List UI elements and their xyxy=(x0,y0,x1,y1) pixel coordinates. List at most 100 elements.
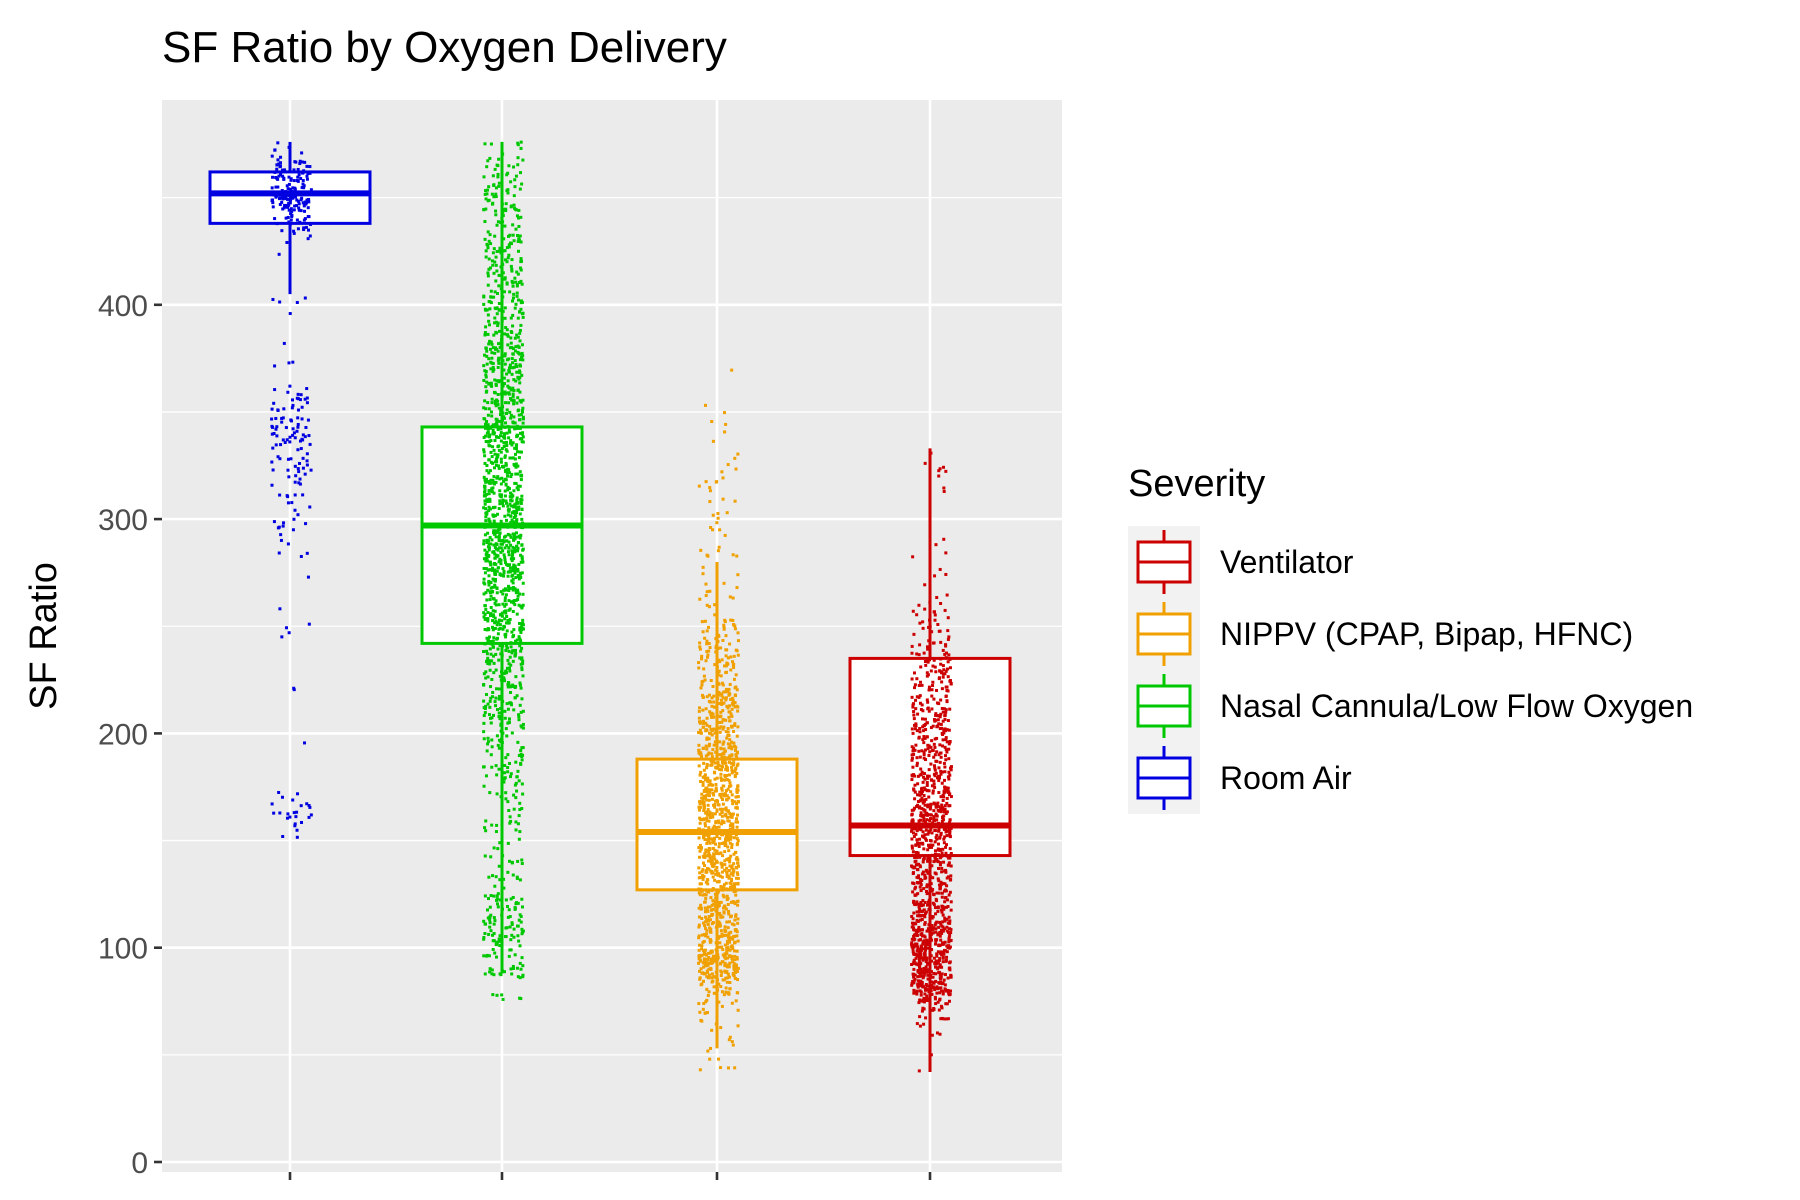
jitter-point xyxy=(731,885,735,889)
jitter-point xyxy=(493,466,497,470)
jitter-point xyxy=(515,506,519,510)
jitter-point xyxy=(518,644,522,648)
jitter-point xyxy=(715,880,719,884)
jitter-point xyxy=(272,811,276,815)
jitter-point xyxy=(945,834,949,838)
jitter-point xyxy=(947,653,951,657)
jitter-point xyxy=(704,721,708,725)
jitter-point xyxy=(511,394,515,398)
jitter-point xyxy=(708,589,712,593)
jitter-point xyxy=(519,412,523,416)
jitter-point xyxy=(482,577,486,581)
jitter-point xyxy=(918,881,922,885)
jitter-point xyxy=(722,627,726,631)
jitter-point xyxy=(944,729,948,733)
jitter-point xyxy=(514,828,518,832)
jitter-point xyxy=(292,168,296,172)
jitter-point xyxy=(485,349,489,353)
jitter-point xyxy=(484,325,488,329)
jitter-point xyxy=(705,932,709,936)
box xyxy=(208,170,372,225)
jitter-point xyxy=(501,504,505,508)
jitter-point xyxy=(701,695,705,699)
jitter-point xyxy=(707,847,711,851)
jitter-point xyxy=(927,795,931,799)
jitter-point xyxy=(495,894,499,898)
chart-title: SF Ratio by Oxygen Delivery xyxy=(162,23,727,72)
jitter-point xyxy=(926,856,930,860)
jitter-point xyxy=(707,973,711,977)
jitter-point xyxy=(513,185,517,189)
jitter-point xyxy=(910,941,914,945)
jitter-point xyxy=(925,870,929,874)
jitter-point xyxy=(517,507,521,511)
jitter-point xyxy=(482,765,486,769)
jitter-point xyxy=(938,998,942,1002)
jitter-point xyxy=(509,341,513,345)
jitter-point xyxy=(948,792,952,796)
jitter-point xyxy=(719,961,723,965)
jitter-point xyxy=(503,776,507,780)
jitter-point xyxy=(933,574,937,578)
jitter-point xyxy=(719,929,723,933)
jitter-point xyxy=(919,680,923,684)
jitter-point xyxy=(925,783,929,787)
jitter-point xyxy=(508,430,512,434)
jitter-point xyxy=(698,597,702,601)
jitter-point xyxy=(506,513,510,517)
box xyxy=(635,757,799,892)
jitter-point xyxy=(918,1015,922,1019)
jitter-point xyxy=(490,351,494,355)
jitter-point xyxy=(507,608,511,612)
jitter-point xyxy=(911,950,915,954)
jitter-point xyxy=(728,815,732,819)
jitter-point xyxy=(923,736,927,740)
jitter-point xyxy=(725,648,729,652)
jitter-point xyxy=(919,767,923,771)
jitter-point xyxy=(935,962,939,966)
jitter-point xyxy=(931,789,935,793)
jitter-point xyxy=(703,619,707,623)
jitter-point xyxy=(915,652,919,656)
jitter-point xyxy=(271,297,275,301)
jitter-point xyxy=(275,163,279,167)
jitter-point xyxy=(944,758,948,762)
jitter-point xyxy=(488,499,492,503)
jitter-point xyxy=(308,805,312,809)
jitter-point xyxy=(488,921,492,925)
jitter-point xyxy=(506,379,510,383)
jitter-point xyxy=(721,948,725,952)
jitter-point xyxy=(720,788,724,792)
jitter-point xyxy=(947,893,951,897)
jitter-point xyxy=(517,505,521,509)
jitter-point xyxy=(488,967,492,971)
jitter-point xyxy=(495,734,499,738)
jitter-point xyxy=(697,846,701,850)
jitter-point xyxy=(932,903,936,907)
jitter-point xyxy=(492,614,496,618)
jitter-point xyxy=(700,917,704,921)
jitter-point xyxy=(920,797,924,801)
jitter-point xyxy=(308,234,312,238)
jitter-point xyxy=(511,609,515,613)
jitter-point xyxy=(721,727,725,731)
jitter-point xyxy=(704,953,708,957)
jitter-point xyxy=(509,897,513,901)
jitter-point xyxy=(483,604,487,608)
jitter-point xyxy=(733,964,737,968)
jitter-point xyxy=(707,967,711,971)
jitter-point xyxy=(947,937,951,941)
jitter-point xyxy=(486,611,490,615)
jitter-point xyxy=(292,517,296,521)
jitter-point xyxy=(506,532,510,536)
jitter-point xyxy=(483,142,487,146)
jitter-point xyxy=(517,939,521,943)
jitter-point xyxy=(934,897,938,901)
jitter-point xyxy=(917,925,921,929)
jitter-point xyxy=(701,630,705,634)
jitter-point xyxy=(717,690,721,694)
jitter-point xyxy=(511,392,515,396)
jitter-point xyxy=(493,601,497,605)
jitter-point xyxy=(708,951,712,955)
